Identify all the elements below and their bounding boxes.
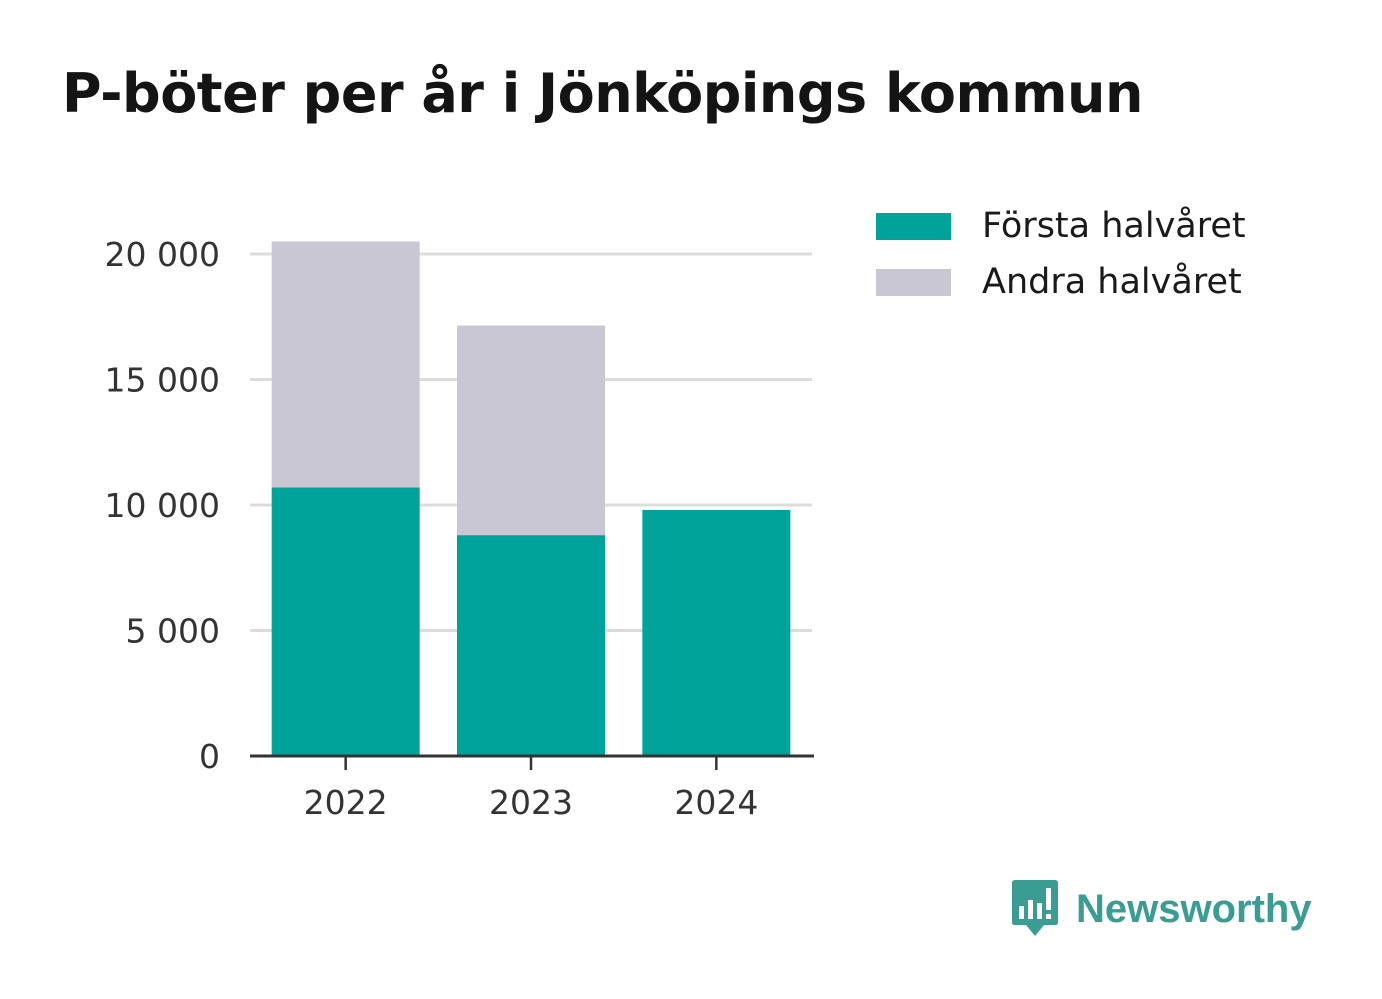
bar-first-half bbox=[271, 487, 420, 756]
bar-chart-speech-bubble-icon bbox=[1012, 880, 1058, 936]
bar-first-half bbox=[457, 535, 605, 756]
legend: Första halvåret Andra halvåret bbox=[876, 198, 1246, 310]
x-tick-label: 2022 bbox=[304, 783, 388, 822]
bar-second-half bbox=[271, 241, 420, 488]
y-tick-label: 5 000 bbox=[126, 612, 220, 651]
legend-item-first-half: Första halvåret bbox=[876, 198, 1246, 254]
chart-title: P-böter per år i Jönköpings kommun bbox=[62, 62, 1143, 125]
y-tick-label: 0 bbox=[199, 737, 220, 776]
y-tick-label: 20 000 bbox=[105, 235, 220, 274]
bar-first-half bbox=[642, 510, 791, 756]
legend-item-second-half: Andra halvåret bbox=[876, 254, 1246, 310]
y-tick-label: 10 000 bbox=[105, 486, 220, 525]
legend-label-first-half: Första halvåret bbox=[982, 206, 1246, 246]
bar-second-half bbox=[457, 325, 605, 536]
legend-label-second-half: Andra halvåret bbox=[982, 262, 1242, 302]
x-tick-label: 2024 bbox=[674, 783, 758, 822]
brand-name: Newsworthy bbox=[1076, 886, 1312, 931]
brand: Newsworthy bbox=[1010, 878, 1312, 940]
y-tick-label: 15 000 bbox=[105, 361, 220, 400]
legend-swatch-first-half bbox=[876, 212, 951, 240]
x-tick-label: 2023 bbox=[489, 783, 573, 822]
legend-swatch-second-half bbox=[876, 268, 951, 296]
